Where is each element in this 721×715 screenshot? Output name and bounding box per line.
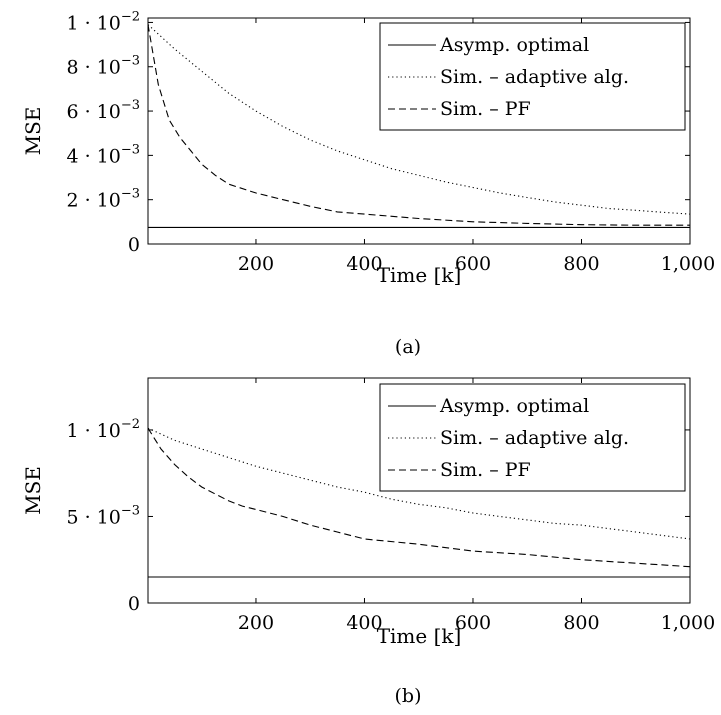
- series-line-dashed: [148, 427, 690, 568]
- series-line-dashed: [148, 24, 690, 226]
- x-tick-label: 400: [346, 612, 382, 634]
- x-tick-label: 200: [238, 612, 274, 634]
- y-axis-label: MSE: [21, 107, 45, 156]
- plot-frame: [147, 377, 691, 604]
- x-tick-label: 800: [563, 253, 599, 275]
- series-line-dotted: [148, 427, 690, 540]
- x-axis-label: Time [k]: [377, 263, 462, 287]
- chart-caption: (b): [395, 685, 422, 707]
- legend-label: Sim. – adaptive alg.: [440, 66, 629, 88]
- y-tick-label: 2 · 10−3: [66, 187, 140, 212]
- x-axis-label: Time [k]: [377, 624, 462, 648]
- y-tick-label: 5 · 10−3: [66, 503, 140, 528]
- y-tick-label: 1 · 10−2: [66, 9, 140, 34]
- y-tick-label: 0: [128, 234, 140, 256]
- plot-frame: [147, 17, 691, 245]
- y-axis-label: MSE: [21, 466, 45, 515]
- legend: Asymp. optimal Sim. – adaptive alg. Sim. –…: [379, 22, 686, 131]
- legend-label: Sim. – adaptive alg.: [440, 427, 629, 449]
- x-tick-label: 600: [455, 612, 491, 634]
- legend-label: Asymp. optimal: [439, 34, 589, 56]
- y-tick-label: 1 · 10−2: [66, 417, 140, 442]
- x-tick-label: 1,000: [661, 253, 715, 275]
- x-tick-label: 200: [238, 253, 274, 275]
- legend: Asymp. optimal Sim. – adaptive alg. Sim. –…: [379, 383, 686, 492]
- y-tick-label: 4 · 10−3: [66, 142, 140, 167]
- x-tick-label: 600: [455, 253, 491, 275]
- chart-caption: (a): [395, 336, 421, 358]
- y-tick-label: 8 · 10−3: [66, 54, 140, 79]
- legend-label: Sim. – PF: [440, 98, 531, 120]
- legend-label: Asymp. optimal: [439, 395, 589, 417]
- x-tick-label: 1,000: [661, 612, 715, 634]
- chart-a: 200 400 600 800 1,000 0 2 · 10−3 4 · 10−3 6 · 10…: [21, 9, 715, 358]
- y-tick-label: 0: [128, 593, 140, 615]
- x-tick-label: 400: [346, 253, 382, 275]
- x-tick-label: 800: [563, 612, 599, 634]
- y-tick-label: 6 · 10−3: [66, 98, 140, 123]
- legend-label: Sim. – PF: [440, 459, 531, 481]
- chart-b: 200 400 600 800 1,000 0 5 · 10−3 1 · 10−2 Time […: [21, 377, 715, 707]
